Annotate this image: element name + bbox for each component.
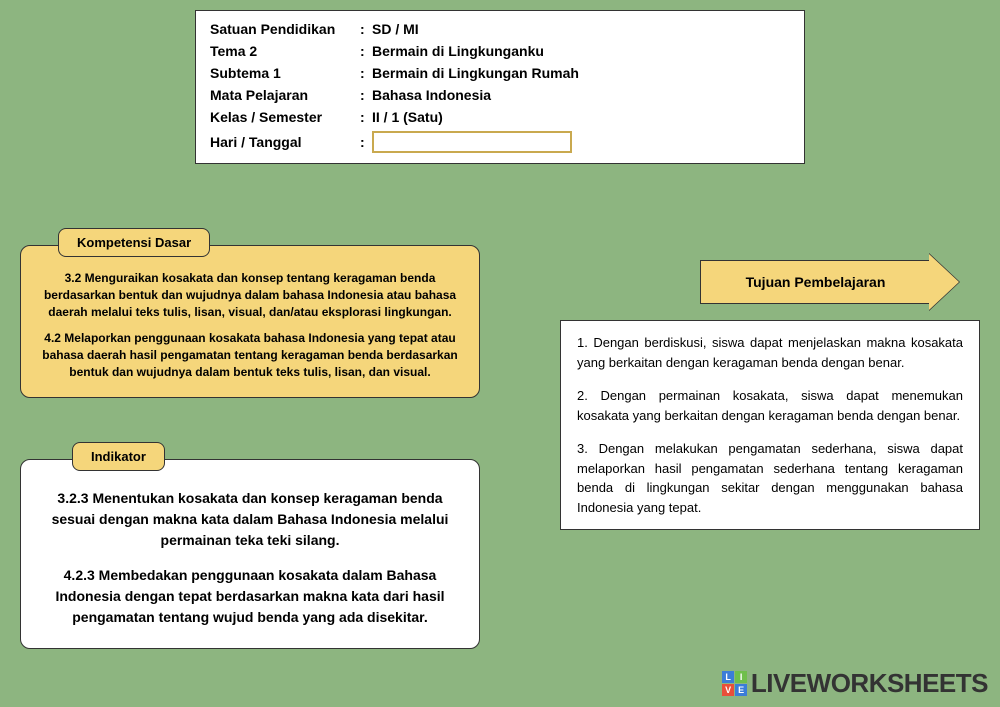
tujuan-arrow: Tujuan Pembelajaran xyxy=(700,260,960,304)
colon: : xyxy=(360,109,372,125)
header-row: Satuan Pendidikan : SD / MI xyxy=(210,21,790,37)
indikator-item: 4.2.3 Membedakan penggunaan kosakata dal… xyxy=(41,565,459,628)
tujuan-box: 1. Dengan berdiskusi, siswa dapat menjel… xyxy=(560,320,980,530)
colon: : xyxy=(360,21,372,37)
header-label: Kelas / Semester xyxy=(210,109,360,125)
icon-cell: I xyxy=(735,671,747,683)
header-label: Hari / Tanggal xyxy=(210,134,360,150)
header-label: Subtema 1 xyxy=(210,65,360,81)
tujuan-item: 1. Dengan berdiskusi, siswa dapat menjel… xyxy=(577,333,963,372)
header-value: II / 1 (Satu) xyxy=(372,109,790,125)
header-value: Bahasa Indonesia xyxy=(372,87,790,103)
watermark-text: LIVEWORKSHEETS xyxy=(751,668,988,699)
date-input[interactable] xyxy=(372,131,572,153)
header-info-box: Satuan Pendidikan : SD / MI Tema 2 : Ber… xyxy=(195,10,805,164)
header-value: Bermain di Lingkungan Rumah xyxy=(372,65,790,81)
header-row: Kelas / Semester : II / 1 (Satu) xyxy=(210,109,790,125)
tujuan-item: 2. Dengan permainan kosakata, siswa dapa… xyxy=(577,386,963,425)
header-row: Mata Pelajaran : Bahasa Indonesia xyxy=(210,87,790,103)
indikator-box: 3.2.3 Menentukan kosakata dan konsep ker… xyxy=(20,459,480,649)
colon: : xyxy=(360,65,372,81)
header-row: Hari / Tanggal : xyxy=(210,131,790,153)
kompetensi-box: 3.2 Menguraikan kosakata dan konsep tent… xyxy=(20,245,480,398)
header-row: Subtema 1 : Bermain di Lingkungan Rumah xyxy=(210,65,790,81)
colon: : xyxy=(360,43,372,59)
header-label: Mata Pelajaran xyxy=(210,87,360,103)
kompetensi-item: 3.2 Menguraikan kosakata dan konsep tent… xyxy=(39,270,461,320)
tujuan-item: 3. Dengan melakukan pengamatan sederhana… xyxy=(577,439,963,517)
header-value: SD / MI xyxy=(372,21,790,37)
header-value: Bermain di Lingkunganku xyxy=(372,43,790,59)
indikator-tab: Indikator xyxy=(72,442,165,471)
liveworksheets-watermark: L I V E LIVEWORKSHEETS xyxy=(722,668,988,699)
indikator-item: 3.2.3 Menentukan kosakata dan konsep ker… xyxy=(41,488,459,551)
icon-cell: L xyxy=(722,671,734,683)
header-label: Satuan Pendidikan xyxy=(210,21,360,37)
kompetensi-tab: Kompetensi Dasar xyxy=(58,228,210,257)
icon-cell: V xyxy=(722,684,734,696)
colon: : xyxy=(360,87,372,103)
liveworksheets-icon: L I V E xyxy=(722,671,747,696)
kompetensi-item: 4.2 Melaporkan penggunaan kosakata bahas… xyxy=(39,330,461,380)
colon: : xyxy=(360,134,372,150)
tujuan-title: Tujuan Pembelajaran xyxy=(700,260,930,304)
header-label: Tema 2 xyxy=(210,43,360,59)
arrow-head-icon xyxy=(929,254,959,310)
icon-cell: E xyxy=(735,684,747,696)
header-row: Tema 2 : Bermain di Lingkunganku xyxy=(210,43,790,59)
